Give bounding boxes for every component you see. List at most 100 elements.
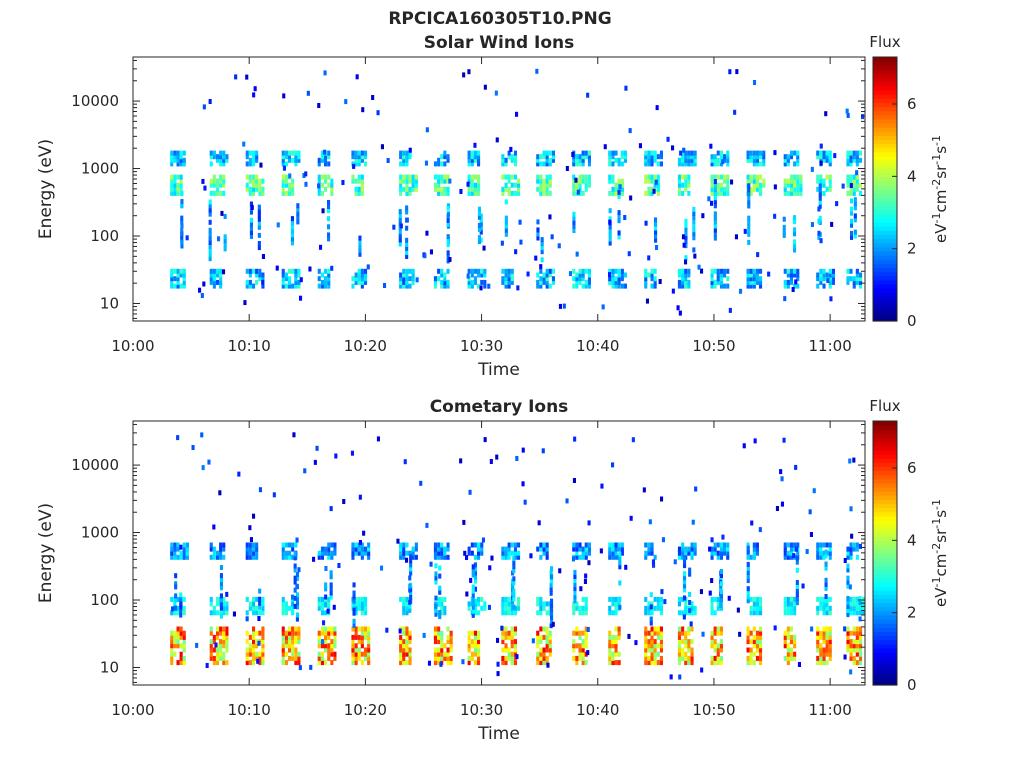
heatmap-cell [281, 647, 285, 653]
heatmap-cell [859, 605, 863, 611]
heatmap-cell [469, 577, 473, 583]
heatmap-cell [819, 542, 823, 548]
heatmap-cell [360, 610, 364, 616]
heatmap-cell [849, 655, 853, 661]
heatmap-cell [584, 596, 588, 602]
heatmap-cell [440, 279, 444, 285]
heatmap-cell [653, 150, 657, 156]
colorbar-segment [873, 267, 897, 273]
heatmap-cell [822, 601, 826, 607]
heatmap-cell [312, 556, 316, 562]
heatmap-cell [364, 651, 368, 657]
heatmap-cell [284, 634, 288, 640]
colorbar-segment [873, 631, 897, 637]
heatmap-cell [572, 542, 576, 548]
heatmap-cell [479, 225, 483, 231]
heatmap-cell [351, 634, 355, 640]
heatmap-cell [793, 239, 797, 245]
heatmap-cell [578, 272, 582, 278]
heatmap-cell [650, 157, 654, 163]
heatmap-cell [324, 550, 328, 556]
heatmap-cell [584, 601, 588, 607]
heatmap-cell [855, 542, 859, 548]
heatmap-cell [578, 651, 582, 657]
heatmap-cell [816, 554, 820, 560]
heatmap-cell [281, 550, 285, 556]
heatmap-cell [440, 634, 444, 640]
heatmap-cell [752, 542, 756, 548]
heatmap-cell [822, 630, 826, 636]
heatmap-cell [789, 605, 793, 611]
heatmap-cell [467, 643, 471, 649]
heatmap-cell [617, 542, 621, 548]
heatmap-cell [692, 223, 696, 229]
heatmap-cell [587, 279, 591, 285]
heatmap-cell [536, 630, 540, 636]
colorbar-segment [873, 209, 897, 215]
heatmap-cell [608, 630, 612, 636]
heatmap-cell [367, 542, 371, 548]
heatmap-cell [408, 186, 412, 192]
heatmap-cell [617, 626, 621, 632]
heatmap-cell [352, 618, 356, 624]
heatmap-cell [755, 150, 759, 156]
heatmap-cell [399, 542, 403, 548]
heatmap-cell [284, 630, 288, 636]
heatmap-cell [329, 506, 333, 512]
heatmap-cell [261, 190, 265, 196]
heatmap-cell [293, 575, 297, 581]
heatmap-cell [446, 205, 450, 211]
heatmap-cell [793, 639, 797, 645]
heatmap-cell [488, 565, 492, 571]
heatmap-cell [677, 178, 681, 184]
heatmap-cell [581, 596, 585, 602]
heatmap-cell [405, 190, 409, 196]
heatmap-cell [208, 248, 212, 254]
heatmap-cell [578, 647, 582, 653]
heatmap-cell [281, 283, 285, 289]
heatmap-cell [219, 626, 223, 632]
heatmap-cell [477, 542, 481, 548]
heatmap-cell [749, 639, 753, 645]
heatmap-cell [746, 570, 750, 575]
heatmap-cell [620, 190, 624, 196]
heatmap-cell [295, 592, 299, 598]
heatmap-cell [855, 647, 859, 653]
heatmap-cell [437, 634, 441, 640]
heatmap-cell [288, 157, 292, 163]
heatmap-cell [170, 647, 174, 653]
heatmap-cell [288, 173, 292, 179]
heatmap-cell [319, 244, 323, 250]
heatmap-cell [411, 174, 415, 180]
heatmap-cell [354, 643, 358, 649]
heatmap-cell [793, 546, 797, 552]
heatmap-cell [611, 161, 615, 167]
heatmap-cell [755, 157, 759, 163]
heatmap-cell [170, 272, 174, 278]
heatmap-cell [324, 566, 328, 571]
heatmap-cell [333, 651, 337, 657]
heatmap-cell [437, 554, 441, 560]
heatmap-cell [510, 605, 514, 611]
heatmap-cell [255, 643, 259, 649]
heatmap-cell [581, 157, 585, 163]
heatmap-cell [539, 610, 543, 616]
heatmap-cell [726, 154, 730, 160]
heatmap-cell [473, 610, 477, 616]
colorbar-segment [873, 437, 897, 443]
heatmap-cell [611, 190, 615, 196]
heatmap-cell [191, 445, 195, 450]
heatmap-cell [734, 234, 738, 240]
heatmap-cell [173, 150, 177, 156]
heatmap-cell [170, 660, 174, 666]
heatmap-cell [862, 605, 866, 611]
colorbar-segment [873, 69, 897, 75]
heatmap-cell [367, 660, 371, 666]
heatmap-cell [644, 150, 648, 156]
heatmap-cell [853, 197, 857, 203]
heatmap-cell [749, 605, 753, 611]
heatmap-cell [710, 630, 714, 636]
heatmap-cell [257, 232, 261, 238]
heatmap-cell [468, 489, 472, 495]
heatmap-cell [644, 626, 648, 632]
